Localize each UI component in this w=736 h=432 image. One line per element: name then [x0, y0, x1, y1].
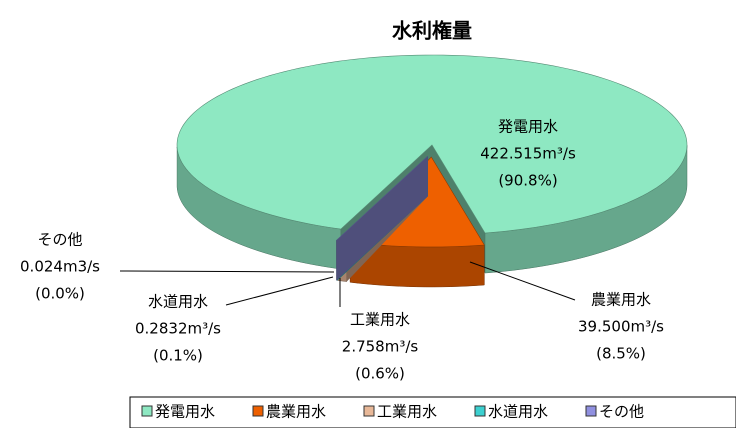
legend-swatch: [364, 406, 374, 416]
legend-label: その他: [599, 403, 644, 421]
legend-swatch: [586, 406, 596, 416]
percent-label: (0.6%): [355, 365, 405, 383]
leader-line: [226, 277, 333, 305]
slice-label: 工業用水: [350, 311, 410, 329]
percent-label: (0.0%): [35, 285, 85, 303]
chart-title: 水利権量: [392, 19, 472, 43]
legend-swatch: [142, 406, 152, 416]
legend-label: 工業用水: [377, 403, 437, 421]
legend-swatch: [475, 406, 485, 416]
slice-label: 発電用水: [498, 118, 558, 136]
value-label: 2.758m³/s: [342, 338, 419, 356]
slice-label: その他: [37, 231, 82, 249]
value-label: 422.515m³/s: [480, 145, 576, 163]
percent-label: (0.1%): [153, 347, 203, 365]
value-label: 0.2832m³/s: [135, 320, 221, 338]
slice-label: 水道用水: [148, 293, 208, 311]
slice-label: 農業用水: [591, 291, 651, 309]
pie: [177, 55, 687, 287]
legend-label: 水道用水: [488, 403, 548, 421]
legend-label: 発電用水: [155, 403, 215, 421]
value-label: 0.024m3/s: [20, 258, 100, 276]
percent-label: (90.8%): [498, 172, 557, 190]
legend-swatch: [253, 406, 263, 416]
legend-label: 農業用水: [266, 403, 326, 421]
percent-label: (8.5%): [596, 345, 646, 363]
value-label: 39.500m³/s: [578, 318, 664, 336]
leader-line: [120, 271, 334, 272]
